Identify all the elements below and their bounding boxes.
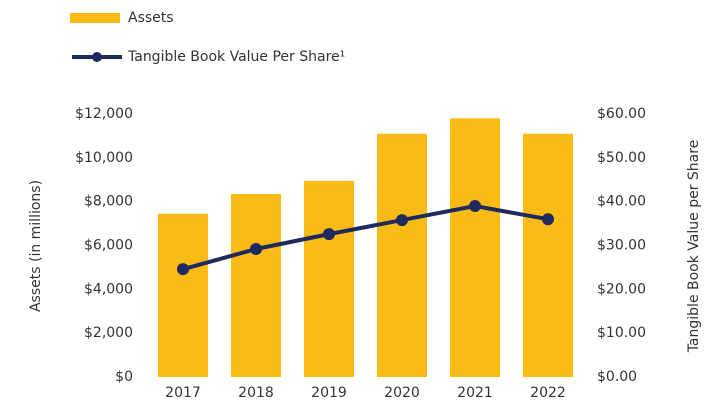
legend-swatch [70,13,120,23]
y-axis-label: Assets (in millions) [28,180,44,312]
y2-tick-label: $10.00 [597,325,646,341]
y2-tick-label: $50.00 [597,150,646,166]
y-tick-label: $6,000 [84,238,133,254]
legend-label: Assets [128,10,174,26]
y2-tick-label: $20.00 [597,281,646,297]
line-marker [542,213,554,226]
y-tick-label: $12,000 [75,106,133,122]
y2-tick-label: $30.00 [597,238,646,254]
bar [231,193,281,377]
bar [304,180,354,377]
x-tick-label: 2017 [165,385,201,401]
bar [377,133,427,377]
line-marker [250,243,262,256]
y2-tick-label: $60.00 [597,106,646,122]
line-marker [177,263,189,276]
line [182,204,549,272]
line-marker [323,228,335,241]
bar [450,118,500,377]
x-tick-label: 2020 [384,385,420,401]
y-tick-label: $4,000 [84,281,133,297]
bar [158,213,208,377]
line-marker [396,214,408,227]
x-tick-label: 2021 [457,385,493,401]
y2-tick-label: $0.00 [597,369,637,385]
y-tick-label: $8,000 [84,194,133,210]
y-tick-label: $2,000 [84,325,133,341]
x-tick-label: 2019 [311,385,347,401]
y-tick-label: $10,000 [75,150,133,166]
legend-label: Tangible Book Value Per Share¹ [127,49,345,65]
y2-tick-label: $40.00 [597,194,646,210]
bar [523,133,573,377]
line-marker [469,200,481,213]
y-tick-label: $0 [115,369,133,385]
x-tick-label: 2022 [530,385,566,401]
x-tick-label: 2018 [238,385,274,401]
y2-axis-label: Tangible Book Value per Share [686,140,702,354]
legend-marker [92,52,102,62]
